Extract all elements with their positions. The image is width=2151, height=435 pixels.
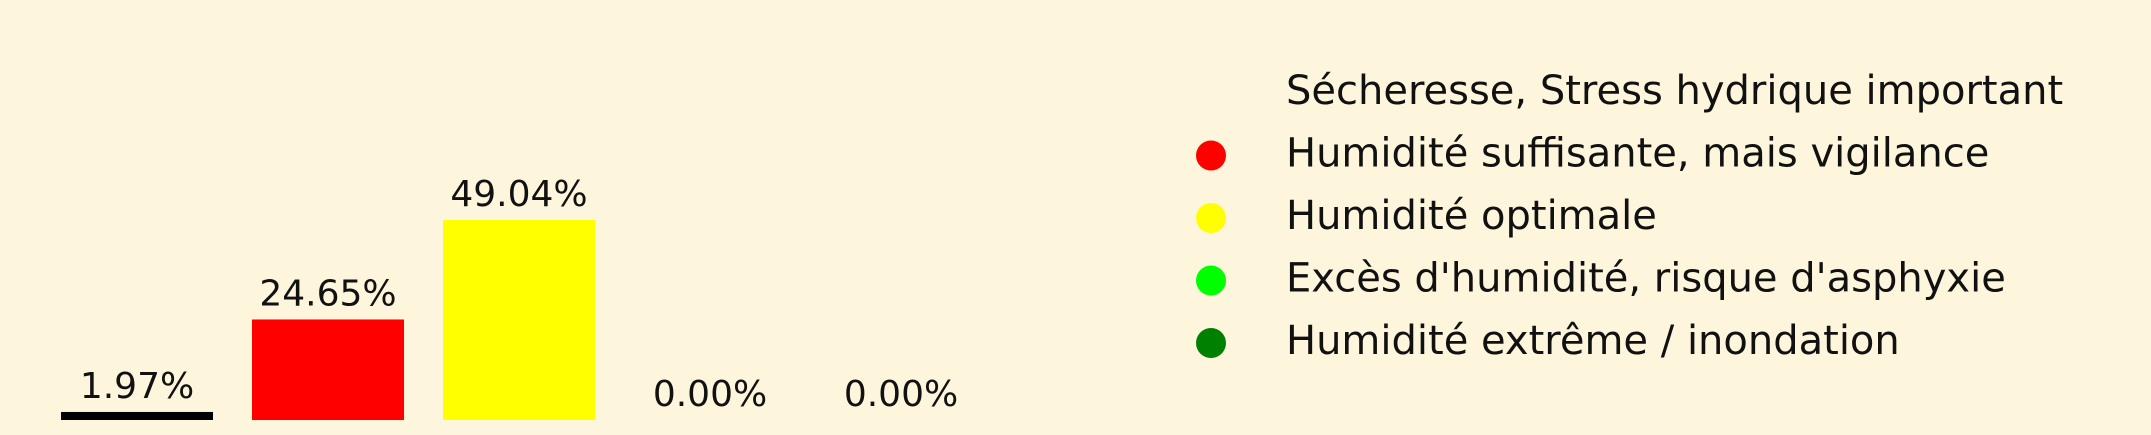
legend-label-2: Humidité suffisante, mais vigilance: [1286, 131, 1989, 177]
legend-marker-2: [1196, 140, 1226, 171]
value-label-5: 0.00%: [844, 374, 958, 415]
bars-layer: [61, 220, 595, 420]
value-label-2: 24.65%: [259, 273, 396, 314]
legend-label-5: Humidité extrême / inondation: [1286, 318, 1900, 364]
value-label-4: 0.00%: [653, 374, 767, 415]
legend-label-4: Excès d'humidité, risque d'asphyxie: [1286, 256, 2006, 302]
legend-marker-3: [1196, 203, 1226, 233]
bar-2: [252, 319, 404, 420]
legend-label-3: Humidité optimale: [1286, 193, 1657, 239]
legend-marker-5: [1196, 328, 1226, 358]
bar-3: [443, 220, 595, 420]
value-labels-layer: 1.97% 24.65% 49.04% 0.00% 0.00%: [80, 174, 958, 415]
value-label-1: 1.97%: [80, 366, 194, 407]
legend: Sécheresse, Stress hydrique important Hum…: [1196, 68, 2063, 364]
value-label-3: 49.04%: [450, 174, 587, 215]
legend-marker-4: [1196, 265, 1226, 296]
bar-1: [61, 411, 213, 420]
legend-label-1: Sécheresse, Stress hydrique important: [1286, 68, 2063, 114]
